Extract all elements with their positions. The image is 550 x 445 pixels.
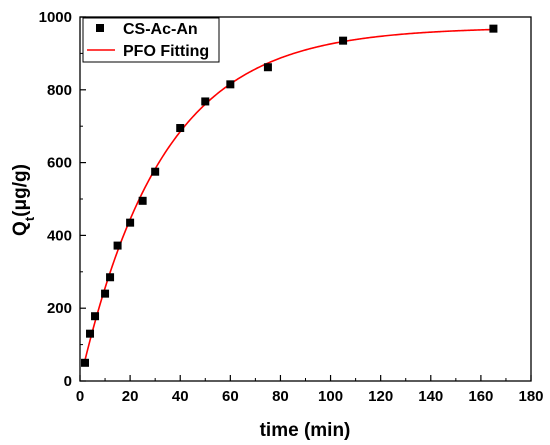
data-point bbox=[106, 273, 115, 282]
legend-marker-cs-ac-an bbox=[96, 24, 104, 32]
fit-curve-layer bbox=[84, 28, 494, 361]
y-tick-label: 0 bbox=[64, 373, 72, 390]
data-point bbox=[201, 97, 210, 106]
y-tick-label: 1000 bbox=[39, 9, 72, 26]
x-tick-label: 0 bbox=[76, 388, 84, 405]
pfo-fit-curve bbox=[84, 28, 494, 361]
x-tick-label: 120 bbox=[368, 388, 393, 405]
x-axis-title: time (min) bbox=[260, 420, 351, 441]
legend-box bbox=[82, 17, 220, 63]
data-point bbox=[101, 289, 110, 298]
data-point bbox=[489, 24, 498, 33]
x-tick-label: 100 bbox=[318, 388, 343, 405]
data-point bbox=[113, 241, 122, 250]
y-axis-title-unit: (μg/g) bbox=[10, 164, 31, 217]
data-points-layer bbox=[81, 24, 498, 367]
data-point bbox=[263, 63, 272, 72]
axis-ticks: 0 20 40 60 80 100 120 140 160 180 0 200 400 600 800 100… bbox=[39, 9, 544, 405]
plot-frame bbox=[79, 16, 532, 382]
data-point bbox=[126, 218, 135, 227]
legend-label-cs-ac-an: CS-Ac-An bbox=[123, 21, 198, 38]
data-point bbox=[91, 312, 100, 321]
data-point bbox=[226, 80, 235, 89]
y-axis-title-subscript: t bbox=[22, 216, 37, 221]
data-point bbox=[176, 124, 185, 133]
y-tick-label: 400 bbox=[47, 227, 72, 244]
data-point bbox=[81, 358, 90, 367]
x-tick-label: 160 bbox=[468, 388, 493, 405]
legend: CS-Ac-An PFO Fitting bbox=[82, 17, 220, 63]
x-tick-label: 40 bbox=[172, 388, 189, 405]
y-tick-label: 600 bbox=[47, 155, 72, 172]
x-tick-label: 20 bbox=[122, 388, 139, 405]
y-axis-title-main: Q bbox=[10, 221, 31, 236]
x-tick-label: 60 bbox=[222, 388, 239, 405]
x-tick-label: 140 bbox=[418, 388, 443, 405]
data-point bbox=[86, 329, 95, 338]
legend-label-pfo-fitting: PFO Fitting bbox=[123, 43, 209, 60]
y-tick-label: 800 bbox=[47, 82, 72, 99]
y-axis-title: Qt(μg/g) bbox=[10, 164, 37, 236]
data-point bbox=[151, 167, 160, 176]
y-tick-label: 200 bbox=[47, 300, 72, 317]
data-point bbox=[138, 196, 147, 205]
data-point bbox=[339, 36, 348, 45]
x-tick-label: 180 bbox=[518, 388, 543, 405]
x-tick-label: 80 bbox=[272, 388, 289, 405]
